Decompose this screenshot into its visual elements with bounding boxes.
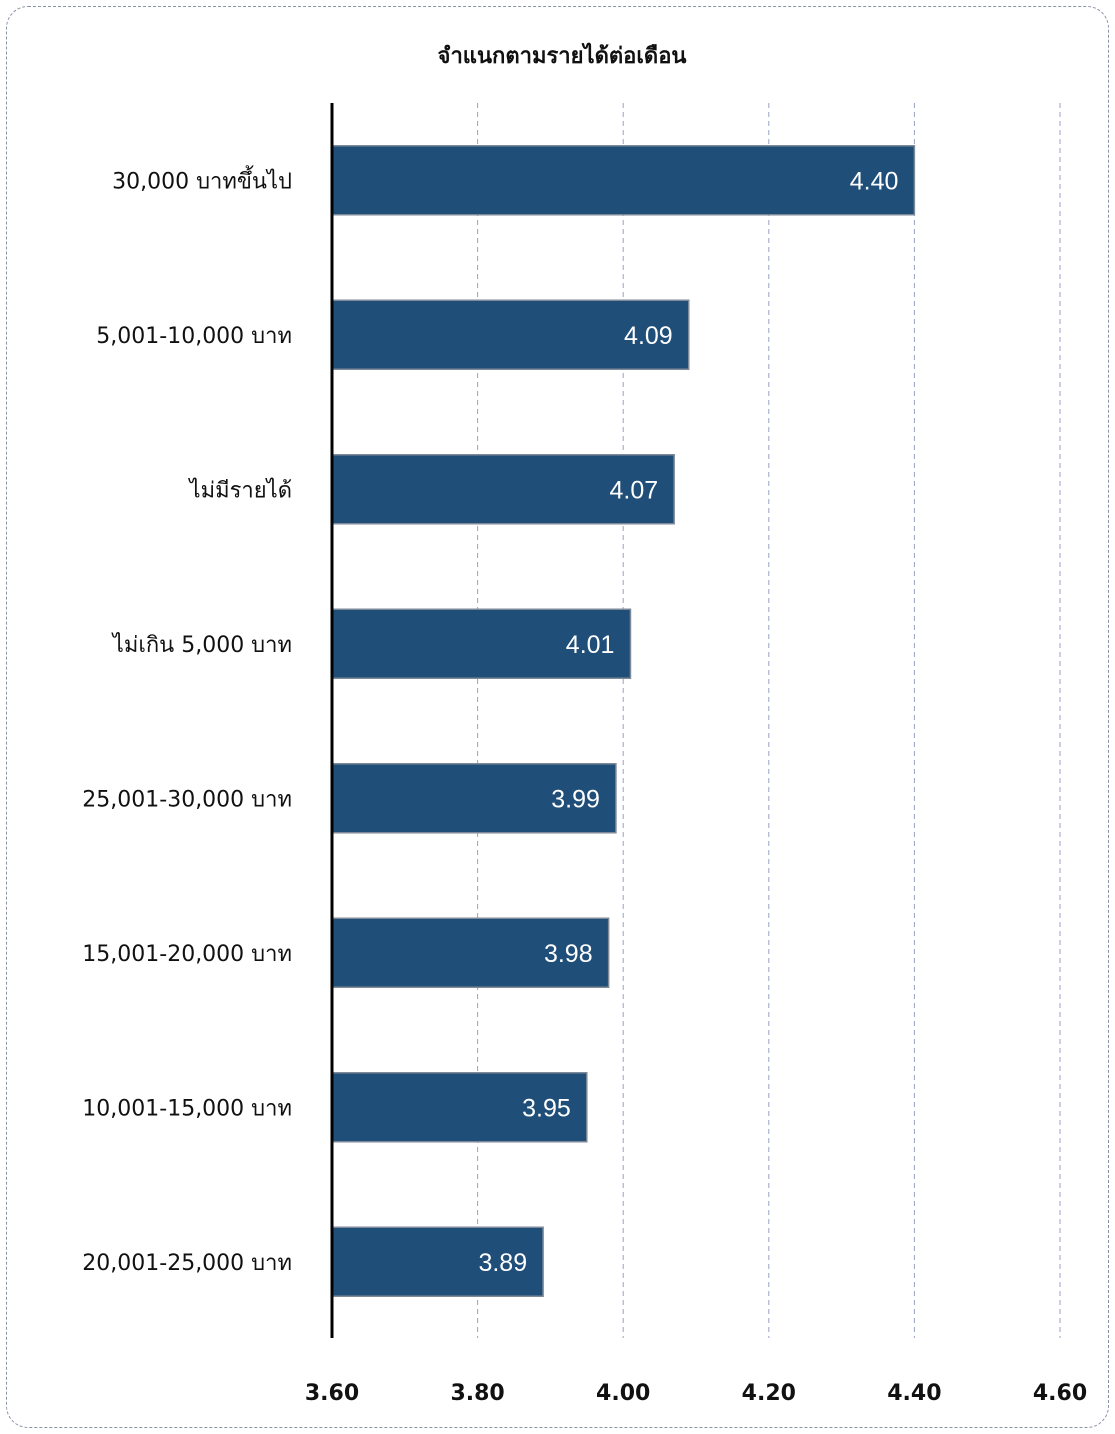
bar-value-label: 3.89 xyxy=(478,1249,527,1277)
bar xyxy=(331,1072,588,1143)
category-label: 5,001-10,000 บาท xyxy=(96,324,292,349)
category-label: 20,001-25,000 บาท xyxy=(82,1251,292,1276)
x-tick-label: 3.80 xyxy=(450,1381,504,1406)
category-labels: 30,000 บาทขึ้นไป 5,001-10,000 บาทไม่มีราย… xyxy=(82,165,292,1276)
category-label: ไม่เกิน 5,000 บาท xyxy=(111,632,292,658)
bar xyxy=(331,145,916,216)
bar xyxy=(331,763,617,834)
bar-value-label: 3.98 xyxy=(544,940,593,968)
x-tick-label: 4.20 xyxy=(742,1381,796,1406)
bar xyxy=(331,454,675,525)
bar-value-label: 4.40 xyxy=(850,167,899,195)
x-axis-ticks: 3.60 3.80 4.00 4.20 4.40 4.60 xyxy=(305,1381,1087,1406)
x-tick-label: 4.00 xyxy=(596,1381,650,1406)
category-label: 30,000 บาทขึ้นไป xyxy=(112,165,292,194)
category-label: 25,001-30,000 บาท xyxy=(82,787,292,812)
bar-value-label: 4.01 xyxy=(566,631,615,659)
bar-value-label: 4.09 xyxy=(624,322,673,350)
bars: 4.40 4.09 4.07 4.01 3.99 3.98 3.95 3.89 xyxy=(331,145,916,1297)
gridlines xyxy=(477,103,1061,1338)
x-tick-label: 4.60 xyxy=(1033,1381,1087,1406)
bar xyxy=(331,608,632,679)
category-label: ไม่มีรายได้ xyxy=(188,477,292,503)
chart-frame xyxy=(6,6,1109,1428)
bar-value-label: 3.99 xyxy=(551,785,600,813)
category-label: 15,001-20,000 บาท xyxy=(82,942,292,967)
bar-value-label: 4.07 xyxy=(609,476,658,504)
bar xyxy=(331,917,610,988)
bar-value-label: 3.95 xyxy=(522,1094,571,1122)
bar xyxy=(331,299,690,370)
category-label: 10,001-15,000 บาท xyxy=(82,1096,292,1121)
x-tick-label: 4.40 xyxy=(887,1381,941,1406)
chart-title: จำแนกตามรายได้ต่อเดือน xyxy=(438,42,687,69)
x-tick-label: 3.60 xyxy=(305,1381,359,1406)
bar xyxy=(331,1226,544,1297)
